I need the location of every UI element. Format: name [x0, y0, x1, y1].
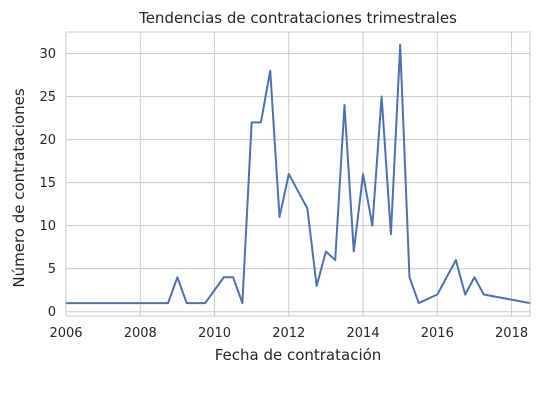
x-tick-label: 2012 — [272, 326, 305, 341]
x-tick-label: 2018 — [495, 326, 528, 341]
y-tick-label: 20 — [39, 133, 56, 148]
y-tick-label: 5 — [48, 262, 56, 277]
x-tick-labels: 2006 2008 2010 2012 2014 2016 2018 — [49, 326, 528, 341]
chart-title: Tendencias de contrataciones trimestrale… — [138, 9, 457, 27]
y-tick-label: 10 — [39, 219, 56, 234]
y-tick-label: 15 — [39, 176, 56, 191]
y-tick-labels: 0 5 10 15 20 25 30 — [39, 47, 56, 320]
plot-frame — [65, 31, 531, 317]
x-tick-label: 2008 — [124, 326, 157, 341]
x-tick-label: 2016 — [421, 326, 454, 341]
x-tick-label: 2006 — [49, 326, 82, 341]
y-gridlines — [66, 53, 530, 313]
y-tick-label: 25 — [39, 90, 56, 105]
x-tick-label: 2014 — [347, 326, 380, 341]
y-axis-label: Número de contrataciones — [10, 88, 28, 287]
x-axis-label: Fecha de contratación — [215, 346, 382, 364]
x-tick-label: 2010 — [198, 326, 231, 341]
y-tick-label: 30 — [39, 47, 56, 62]
y-tick-label: 0 — [48, 305, 56, 320]
series-line — [65, 43, 531, 305]
